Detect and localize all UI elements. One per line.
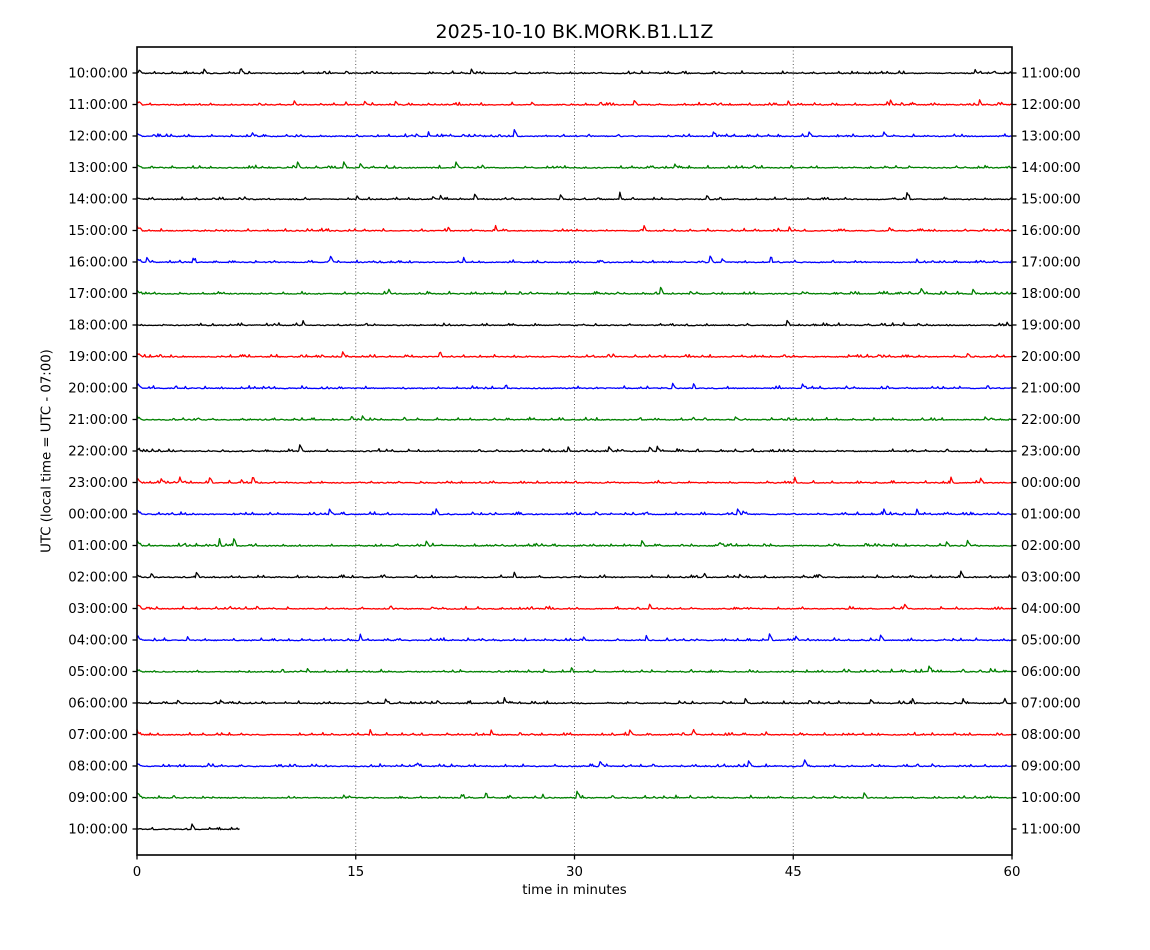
trace-row-3 (136, 161, 1013, 169)
trace-row-20 (136, 697, 1013, 705)
right-time-label: 19:00:00 (1021, 319, 1081, 334)
trace-row-2 (136, 129, 1013, 138)
left-time-label: 03:00:00 (68, 602, 128, 617)
right-time-label: 03:00:00 (1021, 571, 1081, 586)
x-axis-label: time in minutes (522, 883, 627, 898)
right-time-label: 17:00:00 (1021, 256, 1081, 271)
right-time-label: 06:00:00 (1021, 665, 1081, 680)
left-time-label: 05:00:00 (68, 665, 128, 680)
trace-row-14 (136, 508, 1013, 516)
trace-row-0 (136, 68, 1013, 75)
right-time-label: 10:00:00 (1021, 791, 1081, 806)
left-time-label: 12:00:00 (68, 130, 128, 145)
left-time-label: 06:00:00 (68, 697, 128, 712)
trace-row-17 (136, 603, 1013, 610)
right-time-label: 14:00:00 (1021, 161, 1081, 176)
left-time-label: 16:00:00 (68, 256, 128, 271)
right-time-label: 18:00:00 (1021, 287, 1081, 302)
right-time-label: 20:00:00 (1021, 350, 1081, 365)
left-time-label: 20:00:00 (68, 382, 128, 397)
right-time-label: 22:00:00 (1021, 413, 1081, 428)
trace-row-21 (136, 728, 1013, 736)
trace-row-22 (136, 759, 1013, 768)
left-time-label: 22:00:00 (68, 445, 128, 460)
x-tick-label: 30 (566, 865, 583, 880)
right-time-label: 02:00:00 (1021, 539, 1081, 554)
trace-row-15 (136, 537, 1013, 547)
left-time-label: 07:00:00 (68, 728, 128, 743)
right-time-label: 00:00:00 (1021, 476, 1081, 491)
left-time-label: 08:00:00 (68, 760, 128, 775)
x-tick-label: 60 (1004, 865, 1021, 880)
left-time-label: 23:00:00 (68, 476, 128, 491)
right-time-label: 07:00:00 (1021, 697, 1081, 712)
left-time-label: 10:00:00 (68, 67, 128, 82)
left-time-label: 02:00:00 (68, 571, 128, 586)
right-time-label: 04:00:00 (1021, 602, 1081, 617)
trace-row-7 (136, 286, 1013, 295)
right-time-label: 01:00:00 (1021, 508, 1081, 523)
left-time-label: 14:00:00 (68, 193, 128, 208)
trace-row-24 (136, 823, 240, 831)
trace-row-5 (136, 224, 1013, 232)
trace-row-1 (136, 99, 1013, 106)
x-tick-label: 15 (347, 865, 364, 880)
trace-row-23 (136, 790, 1013, 799)
x-tick-label: 45 (785, 865, 802, 880)
left-time-label: 15:00:00 (68, 224, 128, 239)
left-time-label: 18:00:00 (68, 319, 128, 334)
trace-row-12 (136, 444, 1013, 453)
left-time-label: 11:00:00 (68, 98, 128, 113)
left-time-label: 00:00:00 (68, 508, 128, 523)
left-time-label: 17:00:00 (68, 287, 128, 302)
right-time-label: 05:00:00 (1021, 634, 1081, 649)
left-time-label: 21:00:00 (68, 413, 128, 428)
left-time-label: 09:00:00 (68, 791, 128, 806)
trace-row-11 (136, 414, 1013, 421)
right-time-label: 08:00:00 (1021, 728, 1081, 743)
right-time-label: 23:00:00 (1021, 445, 1081, 460)
x-tick-label: 0 (133, 865, 141, 880)
right-time-label: 16:00:00 (1021, 224, 1081, 239)
right-time-label: 11:00:00 (1021, 67, 1081, 82)
left-time-label: 04:00:00 (68, 634, 128, 649)
trace-row-4 (136, 191, 1013, 201)
trace-row-9 (136, 351, 1013, 358)
trace-row-16 (136, 570, 1013, 579)
right-time-label: 13:00:00 (1021, 130, 1081, 145)
left-time-label: 19:00:00 (68, 350, 128, 365)
trace-row-18 (136, 633, 1013, 642)
trace-row-10 (136, 382, 1013, 390)
right-time-label: 09:00:00 (1021, 760, 1081, 775)
right-time-label: 21:00:00 (1021, 382, 1081, 397)
left-time-label: 10:00:00 (68, 823, 128, 838)
trace-row-6 (136, 255, 1013, 264)
right-time-label: 15:00:00 (1021, 193, 1081, 208)
right-time-label: 11:00:00 (1021, 823, 1081, 838)
left-time-label: 13:00:00 (68, 161, 128, 176)
trace-row-13 (136, 476, 1013, 484)
left-time-label: 01:00:00 (68, 539, 128, 554)
trace-row-19 (136, 665, 1013, 673)
plot-title: 2025-10-10 BK.MORK.B1.L1Z (435, 21, 714, 43)
right-time-label: 12:00:00 (1021, 98, 1081, 113)
trace-row-8 (136, 319, 1013, 327)
